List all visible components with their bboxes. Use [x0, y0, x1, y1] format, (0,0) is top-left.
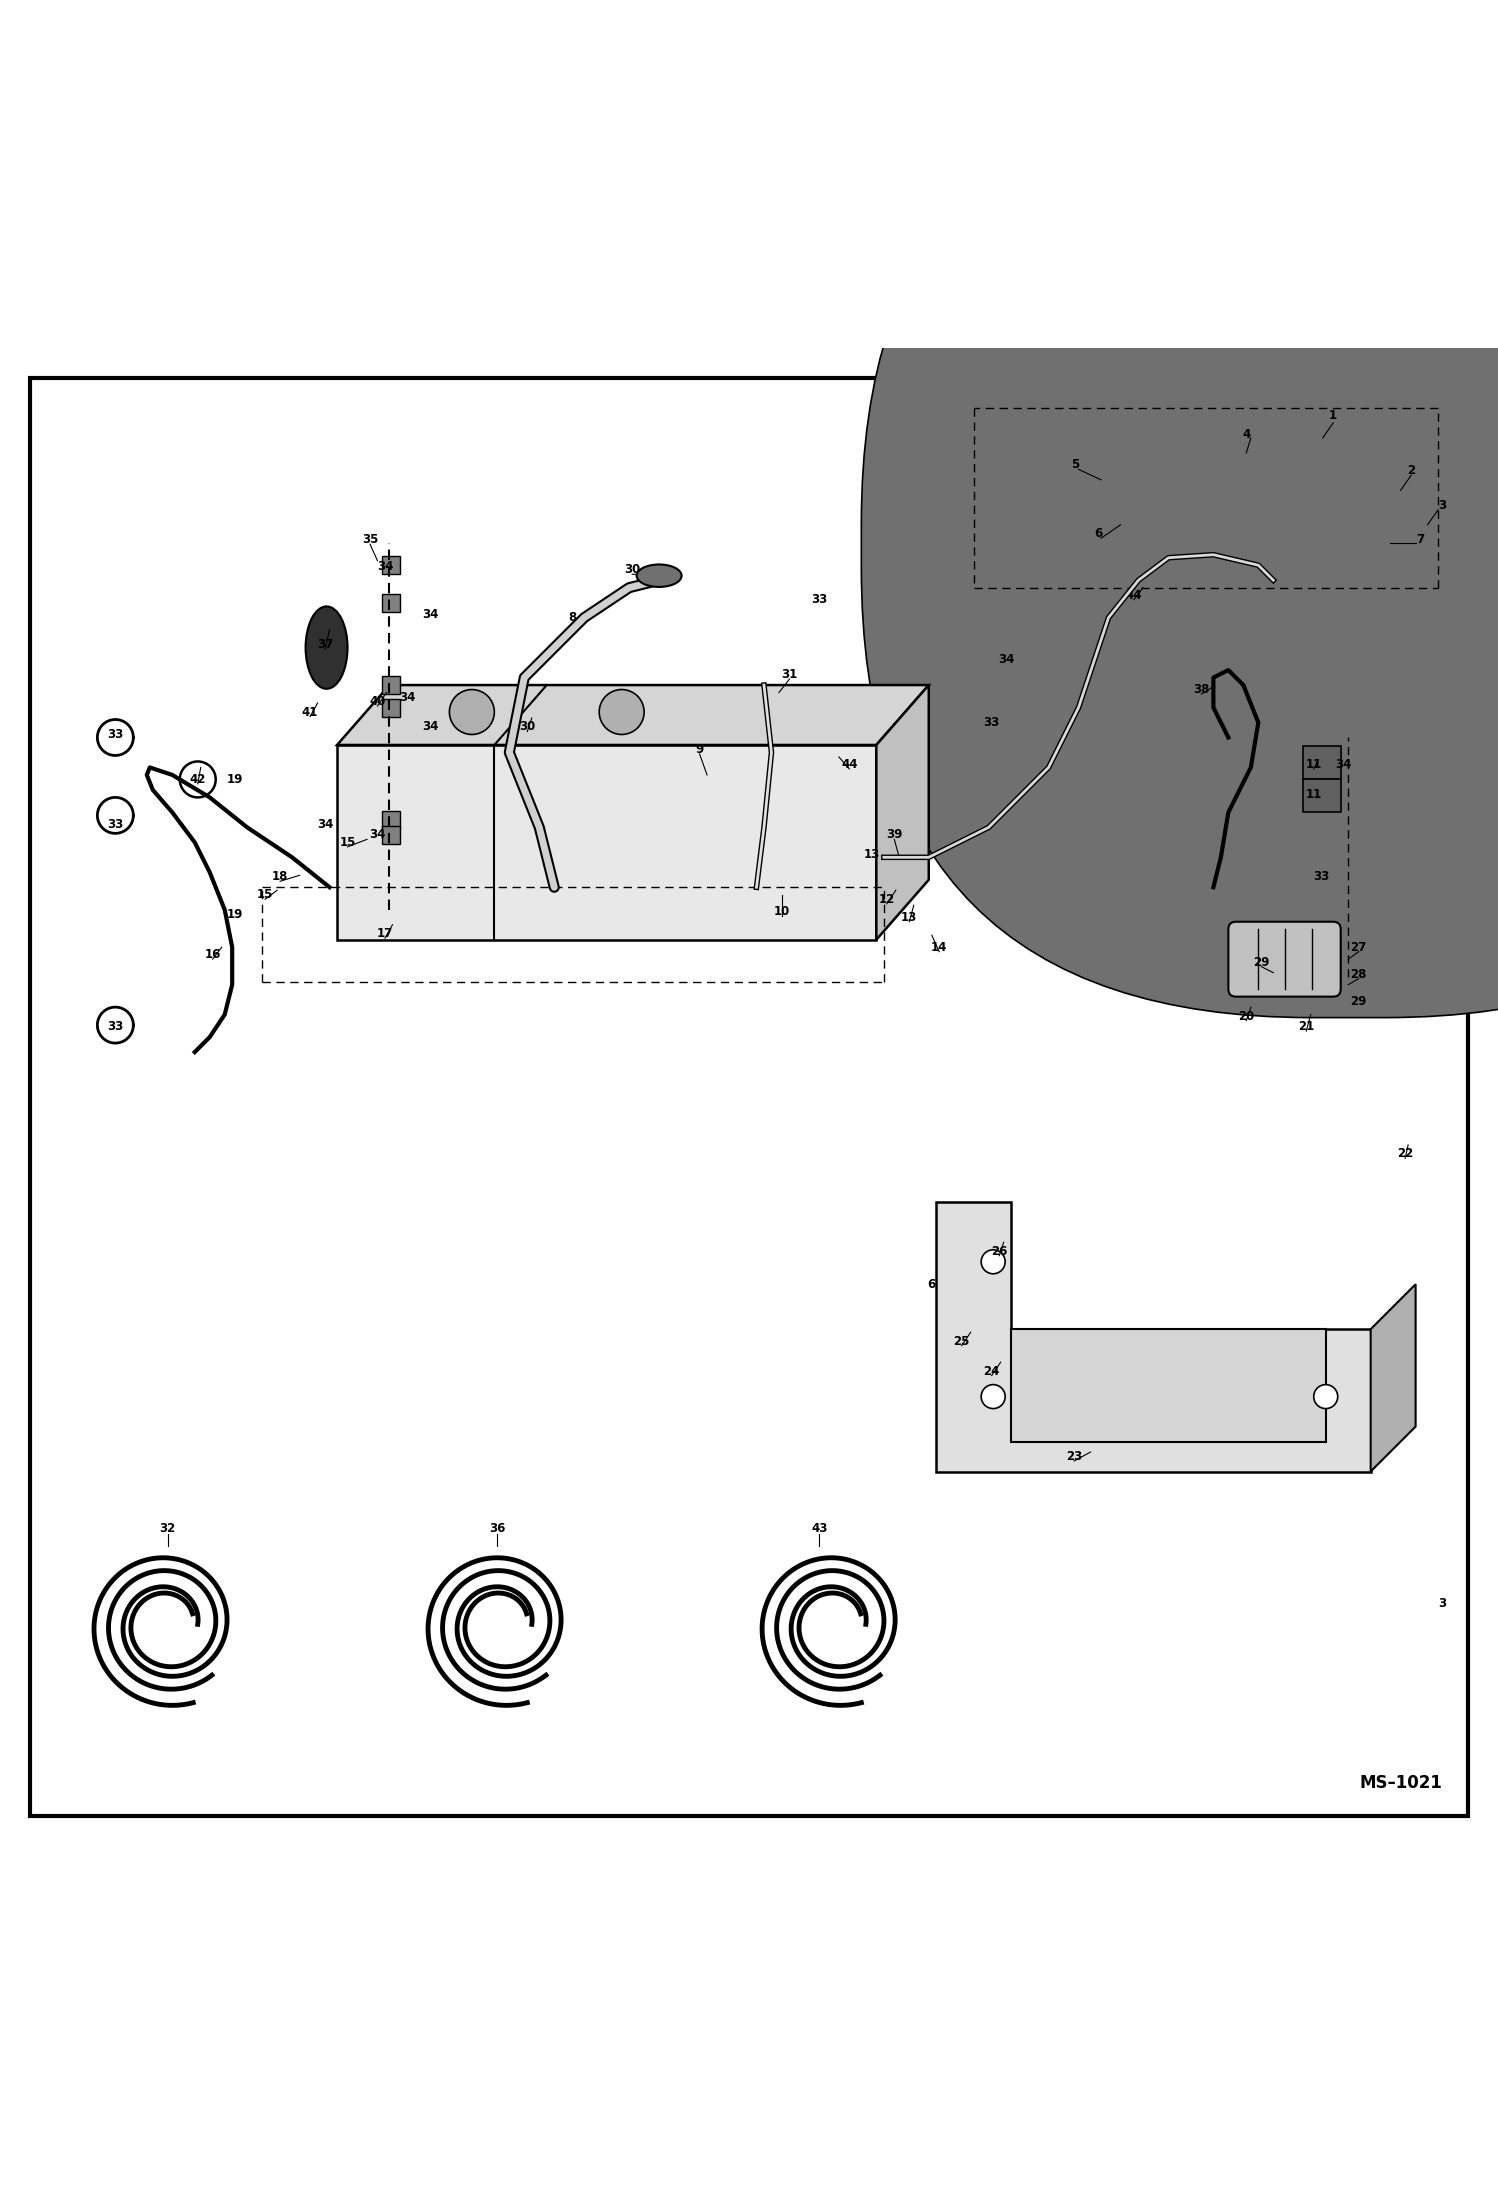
Text: 30: 30 [625, 564, 640, 577]
Text: 18: 18 [273, 871, 288, 884]
Circle shape [981, 1251, 1005, 1275]
Text: 29: 29 [1254, 957, 1269, 970]
Text: 6: 6 [927, 1277, 936, 1290]
Text: 22: 22 [1398, 1147, 1413, 1161]
Text: 34: 34 [999, 654, 1014, 667]
Text: 16: 16 [205, 948, 220, 961]
Text: 34: 34 [1336, 757, 1351, 770]
Text: 34: 34 [318, 818, 333, 832]
Circle shape [599, 689, 644, 735]
Text: 14: 14 [932, 941, 947, 954]
Text: 13: 13 [864, 847, 879, 860]
Polygon shape [1371, 1283, 1416, 1472]
Text: 3: 3 [1438, 498, 1447, 511]
Text: 19: 19 [228, 908, 243, 921]
Text: 36: 36 [490, 1523, 505, 1536]
Text: 44: 44 [1125, 588, 1143, 601]
Text: 33: 33 [812, 592, 827, 606]
Circle shape [981, 1384, 1005, 1409]
Text: 30: 30 [520, 720, 535, 733]
Text: 34: 34 [377, 559, 392, 573]
Text: 42: 42 [190, 772, 205, 785]
Text: 19: 19 [228, 772, 243, 785]
Text: 35: 35 [363, 533, 377, 546]
Text: 4: 4 [1242, 428, 1251, 441]
Text: 33: 33 [1314, 871, 1329, 884]
Circle shape [1288, 395, 1342, 450]
Text: 29: 29 [1351, 994, 1366, 1007]
Text: 7: 7 [1416, 533, 1425, 546]
Text: 13: 13 [902, 911, 917, 924]
Text: 33: 33 [984, 715, 999, 728]
Text: 5: 5 [1071, 459, 1080, 472]
Polygon shape [1161, 450, 1401, 588]
Text: 44: 44 [840, 757, 858, 770]
Text: 43: 43 [812, 1523, 827, 1536]
Text: 9: 9 [695, 744, 704, 757]
FancyBboxPatch shape [1225, 423, 1288, 459]
Text: 34: 34 [400, 691, 415, 704]
Text: 26: 26 [992, 1244, 1007, 1257]
Text: 11: 11 [1306, 757, 1321, 770]
Text: 39: 39 [887, 829, 902, 840]
FancyBboxPatch shape [1228, 921, 1341, 996]
Bar [382, 595, 400, 612]
Bar [382, 825, 400, 845]
Text: 15: 15 [340, 836, 355, 849]
Text: 11: 11 [1306, 788, 1321, 801]
Ellipse shape [306, 606, 348, 689]
Text: 34: 34 [422, 608, 437, 621]
Bar [382, 676, 400, 693]
Bar [1303, 779, 1341, 812]
Text: 33: 33 [108, 728, 123, 742]
Bar [382, 698, 400, 717]
Text: 17: 17 [377, 928, 392, 941]
Polygon shape [337, 685, 929, 746]
Polygon shape [936, 1202, 1371, 1472]
Text: 24: 24 [984, 1365, 999, 1378]
Circle shape [1314, 1384, 1338, 1409]
FancyBboxPatch shape [861, 75, 1498, 1018]
Text: 31: 31 [782, 667, 797, 680]
Text: 2: 2 [1407, 465, 1416, 478]
Text: 37: 37 [318, 638, 333, 652]
Text: 12: 12 [879, 893, 894, 906]
Text: 15: 15 [258, 889, 273, 902]
Text: 27: 27 [1351, 941, 1366, 954]
Text: 41: 41 [303, 706, 318, 717]
Bar [1303, 746, 1341, 779]
Text: 8: 8 [568, 612, 577, 623]
Text: 32: 32 [160, 1523, 175, 1536]
Text: 20: 20 [1239, 1009, 1254, 1022]
Bar [382, 812, 400, 829]
Text: 6: 6 [1094, 527, 1103, 540]
Text: 28: 28 [1351, 968, 1366, 981]
Text: 25: 25 [954, 1334, 969, 1347]
Polygon shape [1282, 386, 1348, 461]
Circle shape [449, 689, 494, 735]
Text: 1: 1 [1329, 408, 1338, 421]
Text: 21: 21 [1299, 1020, 1314, 1033]
Text: 33: 33 [108, 818, 123, 832]
Text: 38: 38 [1194, 682, 1209, 695]
Polygon shape [876, 685, 929, 939]
Text: 34: 34 [370, 829, 385, 840]
Text: 40: 40 [370, 695, 385, 709]
Text: 34: 34 [422, 720, 437, 733]
Polygon shape [1011, 1330, 1326, 1441]
Text: 10: 10 [774, 904, 789, 917]
Bar [382, 557, 400, 575]
Text: MS–1021: MS–1021 [1359, 1775, 1443, 1792]
Ellipse shape [637, 564, 682, 588]
Text: 3: 3 [1438, 1597, 1447, 1610]
Text: 33: 33 [108, 1020, 123, 1033]
Text: 23: 23 [1067, 1450, 1082, 1463]
Bar [337, 746, 876, 939]
